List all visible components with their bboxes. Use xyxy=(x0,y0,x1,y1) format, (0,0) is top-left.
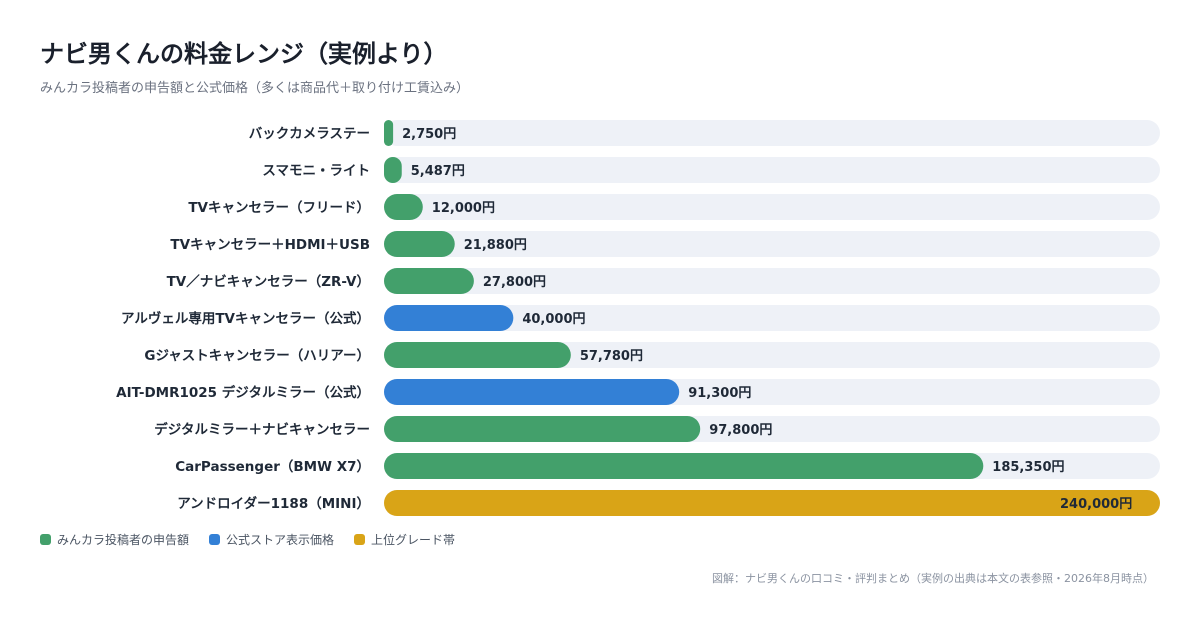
category-label: アンドロイダー1188（MINI） xyxy=(177,495,370,512)
value-label: 12,000円 xyxy=(432,201,495,216)
bar-track xyxy=(384,231,1160,257)
legend-label-self-report: みんカラ投稿者の申告額 xyxy=(57,533,190,547)
bar xyxy=(384,157,402,183)
value-label: 27,800円 xyxy=(483,275,546,290)
category-label: バックカメラステー xyxy=(249,126,370,142)
bar xyxy=(384,305,514,331)
category-label: TVキャンセラー（フリード） xyxy=(188,200,370,216)
legend: みんカラ投稿者の申告額 公式ストア表示価格 上位グレード帯 xyxy=(40,531,455,548)
category-label: Gジャストキャンセラー（ハリアー） xyxy=(144,348,370,364)
bar-track xyxy=(384,120,1160,146)
category-label: CarPassenger（BMW X7） xyxy=(175,459,370,475)
legend-item-official: 公式ストア表示価格 xyxy=(209,531,334,548)
category-label: TV／ナビキャンセラー（ZR-V） xyxy=(167,274,370,290)
bar xyxy=(384,120,394,146)
bar xyxy=(384,379,680,405)
category-label: スマモニ・ライト xyxy=(262,163,370,179)
bar-track xyxy=(384,157,1160,183)
category-label: TVキャンセラー＋HDMI＋USB xyxy=(170,237,370,253)
bar xyxy=(384,268,474,294)
category-label: デジタルミラー＋ナビキャンセラー xyxy=(154,421,370,438)
bar-track xyxy=(384,305,1160,331)
bar xyxy=(384,342,571,368)
bar xyxy=(384,194,423,220)
bar xyxy=(384,231,455,257)
value-label: 57,780円 xyxy=(580,349,643,364)
bar xyxy=(384,490,1160,516)
value-label: 185,350円 xyxy=(992,460,1064,475)
legend-label-high-grade: 上位グレード帯 xyxy=(371,533,456,547)
category-label: AIT-DMR1025 デジタルミラー（公式） xyxy=(116,384,370,401)
value-label: 91,300円 xyxy=(688,386,751,401)
value-label: 5,487円 xyxy=(411,164,465,179)
value-label: 2,750円 xyxy=(402,127,456,142)
value-label: 97,800円 xyxy=(709,423,772,438)
chart-title: ナビ男くんの料金レンジ（実例より） xyxy=(40,40,448,68)
chart-subtitle: みんカラ投稿者の申告額と公式価格（多くは商品代＋取り付け工賃込み） xyxy=(40,81,470,96)
bar-track xyxy=(384,342,1160,368)
bar xyxy=(384,416,701,442)
value-label: 21,880円 xyxy=(464,238,527,253)
legend-label-official: 公式ストア表示価格 xyxy=(226,533,335,547)
bar xyxy=(384,453,984,479)
bar-track xyxy=(384,194,1160,220)
legend-swatch-official xyxy=(209,534,221,545)
legend-swatch-high-grade xyxy=(354,534,366,545)
legend-item-self-report: みんカラ投稿者の申告額 xyxy=(40,531,189,548)
legend-item-high-grade: 上位グレード帯 xyxy=(354,531,455,548)
legend-swatch-self-report xyxy=(40,534,51,545)
value-label: 40,000円 xyxy=(522,312,585,327)
bar-track xyxy=(384,268,1160,294)
source-note: 図解：ナビ男くんの口コミ・評判まとめ（実例の出典は本文の表参照・2026年8月時… xyxy=(712,572,1154,585)
value-label: 240,000円 xyxy=(1060,497,1132,512)
category-label: アルヴェル専用TVキャンセラー（公式） xyxy=(121,310,370,327)
